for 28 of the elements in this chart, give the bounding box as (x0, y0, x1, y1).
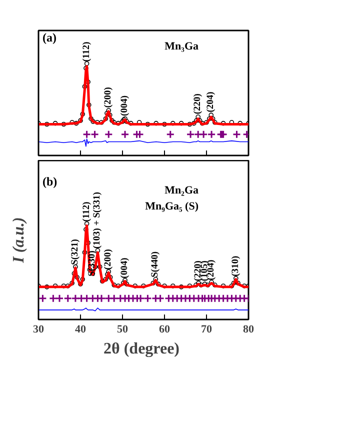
annotation: (310) (230, 256, 241, 276)
x-tick-label: 60 (159, 324, 170, 336)
annotation: (112) (82, 202, 92, 222)
annotation: (200) (104, 249, 114, 270)
text: Mn₃Ga (164, 40, 199, 52)
annotation: (204) (206, 92, 216, 112)
annotation: (220) (194, 260, 204, 282)
x-tick-label: 30 (33, 324, 44, 336)
x-tick-label: 80 (243, 324, 254, 336)
x-tick-label: 40 (75, 324, 86, 336)
x-tick-label: 50 (117, 324, 128, 336)
annotation: (200) (104, 87, 114, 108)
annotation: S(440) (150, 251, 161, 278)
text: (b) (42, 174, 58, 188)
x-tick-label: 70 (201, 324, 212, 336)
y-axis-title: I (a.u.) (10, 217, 28, 264)
annotation: (004) (120, 258, 130, 278)
annotation: (112) (82, 42, 92, 62)
text: (a) (42, 30, 56, 44)
text: Mn₉Ga₅ (S) (145, 200, 199, 212)
text: Mn₂Ga (164, 184, 199, 196)
annotation: S(330) (88, 250, 98, 276)
annotation: S(321) (70, 239, 80, 265)
annotation: (004) (120, 95, 130, 116)
annotation: (204) (206, 260, 217, 280)
annotation: (103) + S(331) (92, 192, 103, 249)
annotation: (220) (193, 94, 204, 114)
x-axis-title: 2θ (degree) (103, 340, 180, 358)
